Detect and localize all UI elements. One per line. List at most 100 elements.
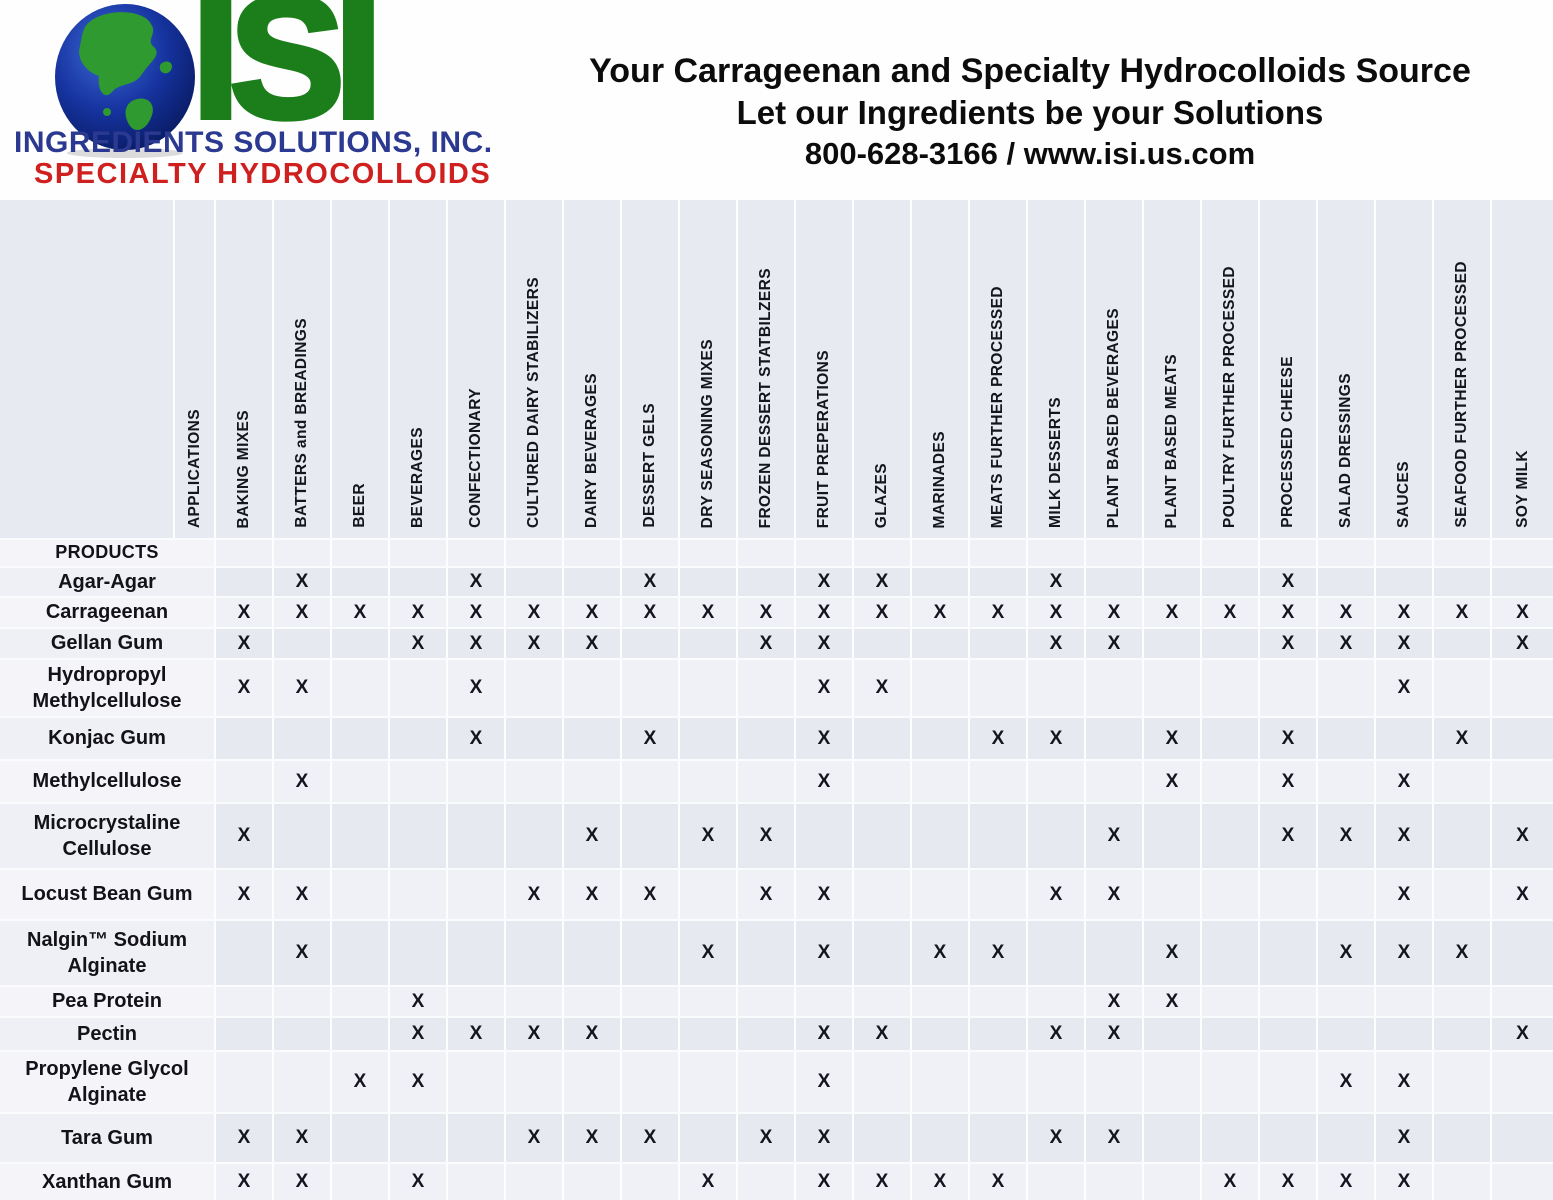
matrix-cell	[1144, 870, 1202, 919]
matrix-cell: X	[1260, 598, 1318, 627]
x-mark: X	[1397, 825, 1411, 846]
matrix-cell	[738, 1164, 796, 1200]
matrix-cell	[1434, 568, 1492, 596]
x-mark: X	[527, 1127, 541, 1148]
matrix-cell	[274, 629, 332, 658]
product-label: Pectin	[0, 1018, 216, 1050]
matrix-cell	[390, 540, 448, 566]
matrix-cell	[970, 804, 1028, 868]
column-header-18: POULTRY FURTHER PROCESSED	[1202, 200, 1260, 538]
matrix-cell	[912, 761, 970, 802]
matrix-cell	[738, 718, 796, 759]
matrix-cell: X	[1028, 598, 1086, 627]
x-mark: X	[1281, 727, 1295, 749]
matrix-cell: X	[1492, 1018, 1553, 1050]
matrix-cell: X	[390, 987, 448, 1016]
product-label: Microcrystaline Cellulose	[0, 804, 216, 868]
matrix-cell	[216, 921, 274, 985]
matrix-cell: X	[622, 1114, 680, 1162]
matrix-cell: X	[854, 598, 912, 627]
matrix-cell	[274, 718, 332, 759]
matrix-cell: X	[1376, 1052, 1434, 1112]
matrix-cell	[970, 568, 1028, 596]
matrix-cell	[564, 568, 622, 596]
matrix-cell	[1260, 1018, 1318, 1050]
matrix-cell: X	[274, 660, 332, 716]
matrix-cell	[564, 718, 622, 759]
matrix-cell	[332, 1114, 390, 1162]
matrix-cell	[912, 540, 970, 566]
matrix-cell	[738, 761, 796, 802]
matrix-cell	[912, 987, 970, 1016]
matrix-cell	[912, 804, 970, 868]
matrix-cell	[1492, 987, 1553, 1016]
x-mark: X	[759, 601, 773, 623]
x-mark: X	[1165, 942, 1179, 963]
matrix-cell	[1260, 1052, 1318, 1112]
x-mark: X	[643, 727, 657, 749]
x-mark: X	[469, 727, 483, 749]
matrix-cell: X	[796, 921, 854, 985]
matrix-cell: X	[1376, 598, 1434, 627]
column-header-1: BAKING MIXES	[216, 200, 274, 538]
matrix-cell	[1028, 540, 1086, 566]
x-mark: X	[411, 601, 425, 623]
matrix-cell: X	[912, 921, 970, 985]
matrix-cell	[680, 540, 738, 566]
matrix-cell: X	[1492, 804, 1553, 868]
matrix-cell: X	[390, 1164, 448, 1200]
matrix-cell	[1202, 629, 1260, 658]
matrix-cell: X	[738, 629, 796, 658]
column-header-20: SALAD DRESSINGS	[1318, 200, 1376, 538]
matrix-cell: X	[622, 718, 680, 759]
x-mark: X	[1281, 632, 1295, 654]
matrix-cell	[332, 804, 390, 868]
matrix-cell	[854, 1114, 912, 1162]
matrix-cell: X	[1144, 921, 1202, 985]
matrix-cell: X	[796, 870, 854, 919]
x-mark: X	[817, 677, 831, 698]
matrix-cell	[1202, 1052, 1260, 1112]
x-mark: X	[1281, 601, 1295, 623]
matrix-cell: X	[1318, 1052, 1376, 1112]
matrix-cell	[390, 1114, 448, 1162]
matrix-cell	[970, 540, 1028, 566]
matrix-cell	[1434, 761, 1492, 802]
x-mark: X	[1049, 1127, 1063, 1148]
matrix-cell: X	[448, 660, 506, 716]
x-mark: X	[817, 942, 831, 963]
matrix-cell	[1434, 870, 1492, 919]
x-mark: X	[585, 1023, 599, 1044]
matrix-cell	[680, 568, 738, 596]
matrix-cell	[738, 540, 796, 566]
product-label: Hydropropyl Methylcellulose	[0, 660, 216, 716]
page-banner: ISI INGREDIENTS SOLUTIONS, INC. SPECIALT…	[0, 0, 1553, 200]
matrix-cell	[738, 987, 796, 1016]
column-header-label: POULTRY FURTHER PROCESSED	[1221, 265, 1238, 528]
matrix-cell: X	[1260, 568, 1318, 596]
matrix-cell	[332, 1018, 390, 1050]
matrix-cell: X	[564, 870, 622, 919]
x-mark: X	[759, 825, 773, 846]
matrix-cell	[1492, 761, 1553, 802]
x-mark: X	[1049, 1023, 1063, 1044]
column-header-16: PLANT BASED BEVERAGES	[1086, 200, 1144, 538]
x-mark: X	[353, 1071, 367, 1092]
matrix-cell	[332, 987, 390, 1016]
matrix-cell: X	[1318, 1164, 1376, 1200]
x-mark: X	[585, 883, 599, 905]
x-mark: X	[1107, 632, 1121, 654]
matrix-cell	[506, 718, 564, 759]
x-mark: X	[817, 1127, 831, 1148]
products-label: PRODUCTS	[0, 540, 216, 566]
matrix-cell	[1028, 987, 1086, 1016]
x-mark: X	[875, 1023, 889, 1044]
column-header-label: BAKING MIXES	[235, 409, 252, 528]
product-row: Carrageenan X X X X X X X X X X X X X X X X X X X X X X X	[0, 596, 1553, 627]
x-mark: X	[1339, 1171, 1353, 1192]
products-header-row: PRODUCTS	[0, 538, 1553, 566]
tagline-phone-url: 800-628-3166 / www.isi.us.com	[804, 136, 1256, 171]
x-mark: X	[991, 1171, 1005, 1192]
column-header-22: SEAFOOD FURTHER PROCESSED	[1434, 200, 1492, 538]
column-header-8: DESSERT GELS	[622, 200, 680, 538]
